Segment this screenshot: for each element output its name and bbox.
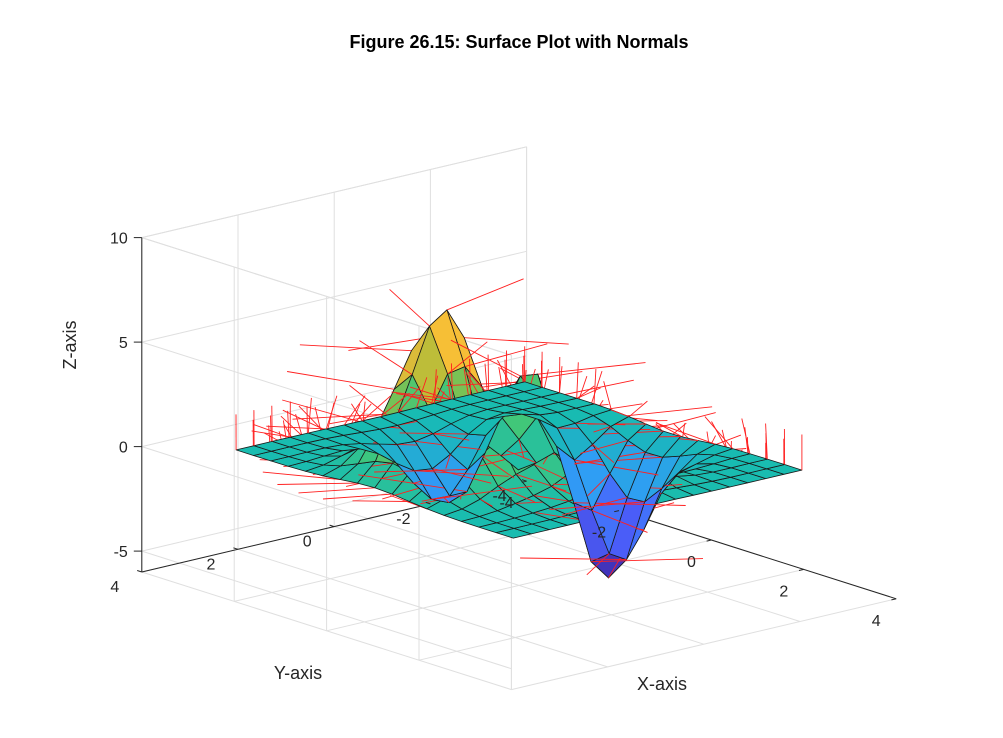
- surface-normal: [656, 422, 716, 445]
- surface-normal: [359, 340, 413, 375]
- surface-normal: [497, 485, 535, 503]
- surface-normal: [434, 369, 437, 404]
- x-axis-label: X-axis: [637, 674, 687, 694]
- surface-normal: [380, 392, 410, 418]
- grid-line: [141, 446, 512, 565]
- y-tick-mark: [329, 524, 335, 528]
- z-tick-label: 5: [119, 335, 128, 352]
- surface-normal: [352, 500, 410, 502]
- surface-normal: [593, 426, 611, 433]
- surface-normal: [592, 443, 615, 464]
- surface: [235, 278, 803, 579]
- y-tick-label: 2: [207, 556, 216, 573]
- grid-line: [141, 571, 512, 691]
- y-tick-label: 0: [303, 534, 312, 551]
- surface-normal: [586, 553, 610, 576]
- x-tick-label: 2: [779, 583, 788, 600]
- grid-line: [237, 548, 608, 668]
- surface-normal: [574, 459, 659, 476]
- surface-normal: [537, 362, 646, 375]
- x-tick-label: -4: [499, 495, 513, 512]
- surface-normal: [450, 339, 521, 377]
- surface-normal: [479, 498, 493, 507]
- surface-normal: [322, 493, 393, 500]
- surface-normal: [299, 344, 412, 352]
- surface-normal: [487, 354, 490, 391]
- surface-normal: [421, 495, 450, 502]
- surface-normal: [446, 381, 520, 387]
- x-tick-mark: [614, 510, 620, 513]
- x-tick-mark: [798, 568, 804, 571]
- surface-normal: [362, 395, 392, 422]
- y-tick-mark: [521, 479, 527, 482]
- surface-normal: [433, 433, 470, 441]
- surface-normal: [389, 289, 430, 327]
- surface-normal: [287, 371, 395, 390]
- surface-normal: [446, 278, 524, 311]
- surface-normal: [515, 501, 547, 504]
- surface-normal: [343, 395, 366, 426]
- x-tick-label: -2: [592, 525, 606, 542]
- surface-normal: [298, 487, 375, 494]
- surface-normal: [580, 439, 629, 454]
- tick-labels: -4 -2 0 2 4 -4 -2 0 2 4 -5 0 5 10: [110, 231, 897, 630]
- surface-normal: [325, 395, 338, 430]
- surface-normal: [432, 468, 492, 484]
- surface-normal: [518, 439, 525, 458]
- grid-line: [334, 526, 704, 645]
- y-tick-mark: [425, 501, 431, 505]
- surface-normal: [445, 454, 451, 469]
- y-axis-label: Y-axis: [274, 663, 322, 683]
- x-tick-label: 0: [687, 554, 696, 571]
- surface-normal: [576, 362, 579, 399]
- z-tick-label: -5: [114, 544, 128, 561]
- y-tick-label: -2: [396, 511, 410, 528]
- surface-normal: [480, 454, 515, 479]
- surface-normal: [603, 381, 612, 410]
- surface-normal: [515, 473, 567, 492]
- surface-normal: [765, 423, 768, 460]
- surface-patch: [506, 381, 543, 393]
- y-tick-label: -4: [492, 488, 506, 505]
- surface-normal: [398, 386, 421, 413]
- z-tick-label: 0: [119, 440, 128, 457]
- y-tick-mark: [233, 547, 239, 550]
- surface-normal: [416, 377, 428, 408]
- surface-normal: [591, 509, 648, 533]
- surface-normal: [520, 557, 627, 561]
- surface-normal: [534, 464, 568, 481]
- grid-line: [141, 550, 512, 670]
- surface-normal: [450, 363, 453, 399]
- x-tick-mark: [706, 539, 712, 542]
- y-tick-label: 4: [110, 579, 119, 596]
- y-tick-mark: [137, 570, 142, 573]
- surface-normal: [307, 397, 312, 434]
- surface-normal: [533, 495, 570, 502]
- grid-line: [141, 146, 527, 239]
- surface-normal: [431, 485, 533, 500]
- x-tick-label: 4: [872, 613, 881, 630]
- z-axis-label: Z-axis: [60, 321, 80, 370]
- surface-normal: [277, 482, 358, 485]
- surface-normal: [587, 473, 611, 497]
- surface-normal: [447, 341, 488, 375]
- surface-normal: [464, 337, 569, 345]
- surface-normal: [561, 497, 628, 516]
- surface-normal: [469, 358, 472, 395]
- surface-normal: [414, 470, 509, 477]
- surface-normal: [593, 368, 597, 404]
- grid-line: [141, 250, 527, 343]
- x-tick-mark: [891, 598, 897, 601]
- chart-title: Figure 26.15: Surface Plot with Normals: [349, 32, 688, 52]
- surface-normal: [374, 469, 468, 473]
- surface-normal: [741, 418, 751, 454]
- surface-normal: [262, 471, 341, 480]
- z-tick-label: 10: [110, 231, 128, 248]
- surface-normal: [591, 558, 704, 563]
- surface-normal: [704, 416, 733, 449]
